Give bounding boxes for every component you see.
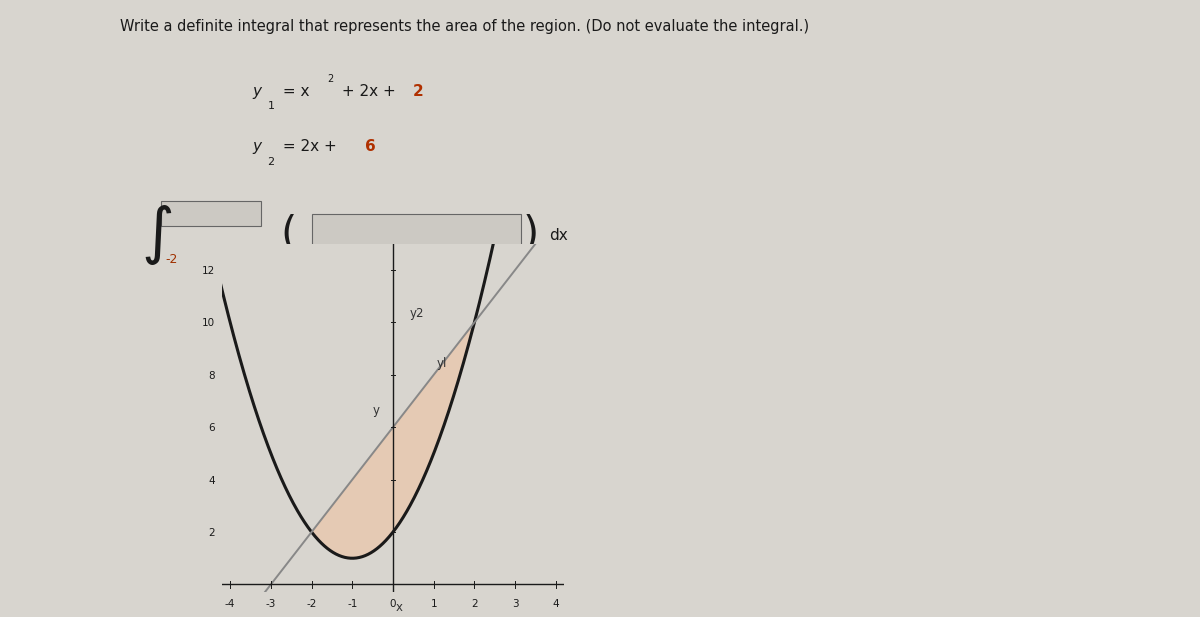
Text: (: ( bbox=[281, 214, 296, 256]
Text: ): ) bbox=[522, 214, 539, 256]
Text: 2: 2 bbox=[268, 157, 275, 167]
Text: y: y bbox=[252, 84, 262, 99]
Text: + 2x +: + 2x + bbox=[337, 84, 401, 99]
FancyBboxPatch shape bbox=[161, 201, 262, 226]
Text: 2: 2 bbox=[413, 84, 424, 99]
Text: x: x bbox=[396, 601, 403, 614]
Text: yl: yl bbox=[437, 357, 448, 370]
Text: y: y bbox=[373, 404, 379, 417]
FancyBboxPatch shape bbox=[312, 214, 521, 254]
Text: = x: = x bbox=[278, 84, 310, 99]
Text: -2: -2 bbox=[166, 253, 178, 266]
Text: dx: dx bbox=[548, 228, 568, 242]
Text: 6: 6 bbox=[365, 139, 376, 154]
Text: = 2x +: = 2x + bbox=[278, 139, 342, 154]
Text: 1: 1 bbox=[268, 101, 275, 111]
Text: Write a definite integral that represents the area of the region. (Do not evalua: Write a definite integral that represent… bbox=[120, 19, 809, 33]
Text: y: y bbox=[252, 139, 262, 154]
Text: y2: y2 bbox=[410, 307, 425, 320]
Text: 2: 2 bbox=[328, 74, 334, 84]
Text: $\int$: $\int$ bbox=[140, 203, 172, 267]
